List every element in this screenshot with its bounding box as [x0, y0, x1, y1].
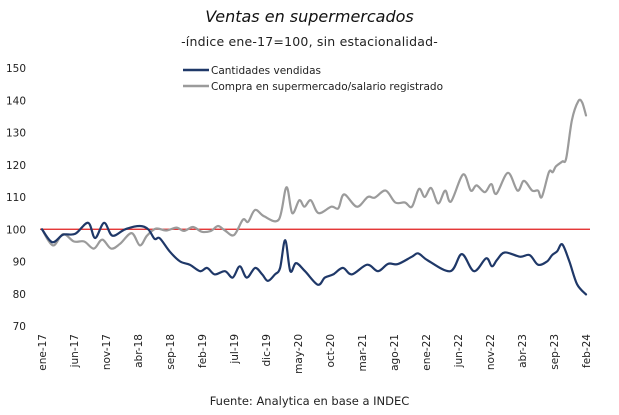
y-tick-label: 110	[6, 192, 26, 204]
x-tick-label: feb-24	[581, 334, 593, 368]
y-tick-label: 140	[6, 95, 26, 107]
y-axis: 150 140 130 120 110 100 90 80 70	[6, 63, 26, 333]
x-tick-label: abr-23	[517, 334, 529, 368]
x-tick-label: jun-17	[69, 334, 81, 368]
x-tick-label: mar-21	[357, 334, 369, 371]
legend-label-compra-salario: Compra en supermercado/salario registrad…	[211, 81, 443, 93]
y-tick-label: 90	[13, 257, 26, 269]
y-tick-label: 100	[6, 224, 26, 236]
y-tick-label: 120	[6, 160, 26, 172]
y-tick-label: 150	[6, 63, 26, 75]
chart-title: Ventas en supermercados	[205, 7, 414, 26]
x-tick-label: ago-21	[389, 334, 401, 371]
source-note: Fuente: Analytica en base a INDEC	[209, 394, 410, 408]
legend: Cantidades vendidas Compra en supermerca…	[183, 65, 443, 93]
x-tick-label: jun-22	[453, 334, 465, 368]
series-line-compra-salario	[40, 98, 588, 250]
x-axis: ene-17 jun-17 nov-17 abr-18 sep-18 feb-19 jul-…	[37, 334, 593, 374]
y-tick-label: 80	[13, 289, 26, 301]
x-tick-label: nov-17	[101, 334, 113, 370]
x-tick-label: jul-19	[229, 334, 241, 365]
x-tick-label: nov-22	[485, 334, 497, 370]
y-tick-label: 130	[6, 128, 26, 140]
legend-label-cantidades: Cantidades vendidas	[211, 65, 321, 77]
x-tick-label: oct-20	[325, 334, 337, 367]
series-line-cantidades-vendidas	[40, 221, 588, 296]
x-tick-label: may-20	[293, 334, 305, 374]
x-tick-label: ene-17	[37, 334, 49, 371]
y-tick-label: 70	[13, 321, 26, 333]
x-tick-label: sep-18	[165, 334, 177, 370]
x-tick-label: abr-18	[133, 334, 145, 368]
plot-area	[40, 98, 590, 296]
x-tick-label: sep-23	[549, 334, 561, 370]
x-tick-label: dic-19	[261, 334, 273, 367]
chart-subtitle: -índice ene-17=100, sin estacionalidad-	[181, 34, 438, 49]
x-tick-label: feb-19	[197, 334, 209, 368]
x-tick-label: ene-22	[421, 334, 433, 371]
